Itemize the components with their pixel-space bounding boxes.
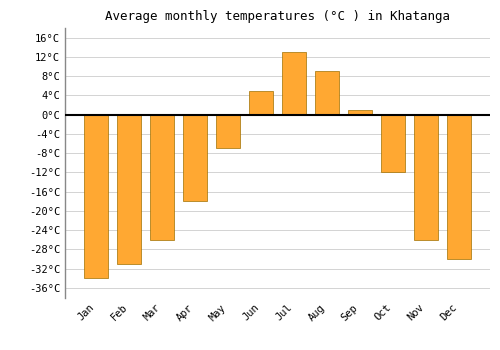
Bar <box>447 115 470 259</box>
Bar <box>315 71 339 115</box>
Bar <box>414 115 438 240</box>
Bar <box>381 115 404 173</box>
Bar <box>348 110 372 115</box>
Bar <box>216 115 240 148</box>
Bar <box>183 115 207 201</box>
Bar <box>150 115 174 240</box>
Title: Average monthly temperatures (°C ) in Khatanga: Average monthly temperatures (°C ) in Kh… <box>105 10 450 23</box>
Bar <box>249 91 273 115</box>
Bar <box>282 52 306 115</box>
Bar <box>118 115 141 264</box>
Bar <box>84 115 108 278</box>
